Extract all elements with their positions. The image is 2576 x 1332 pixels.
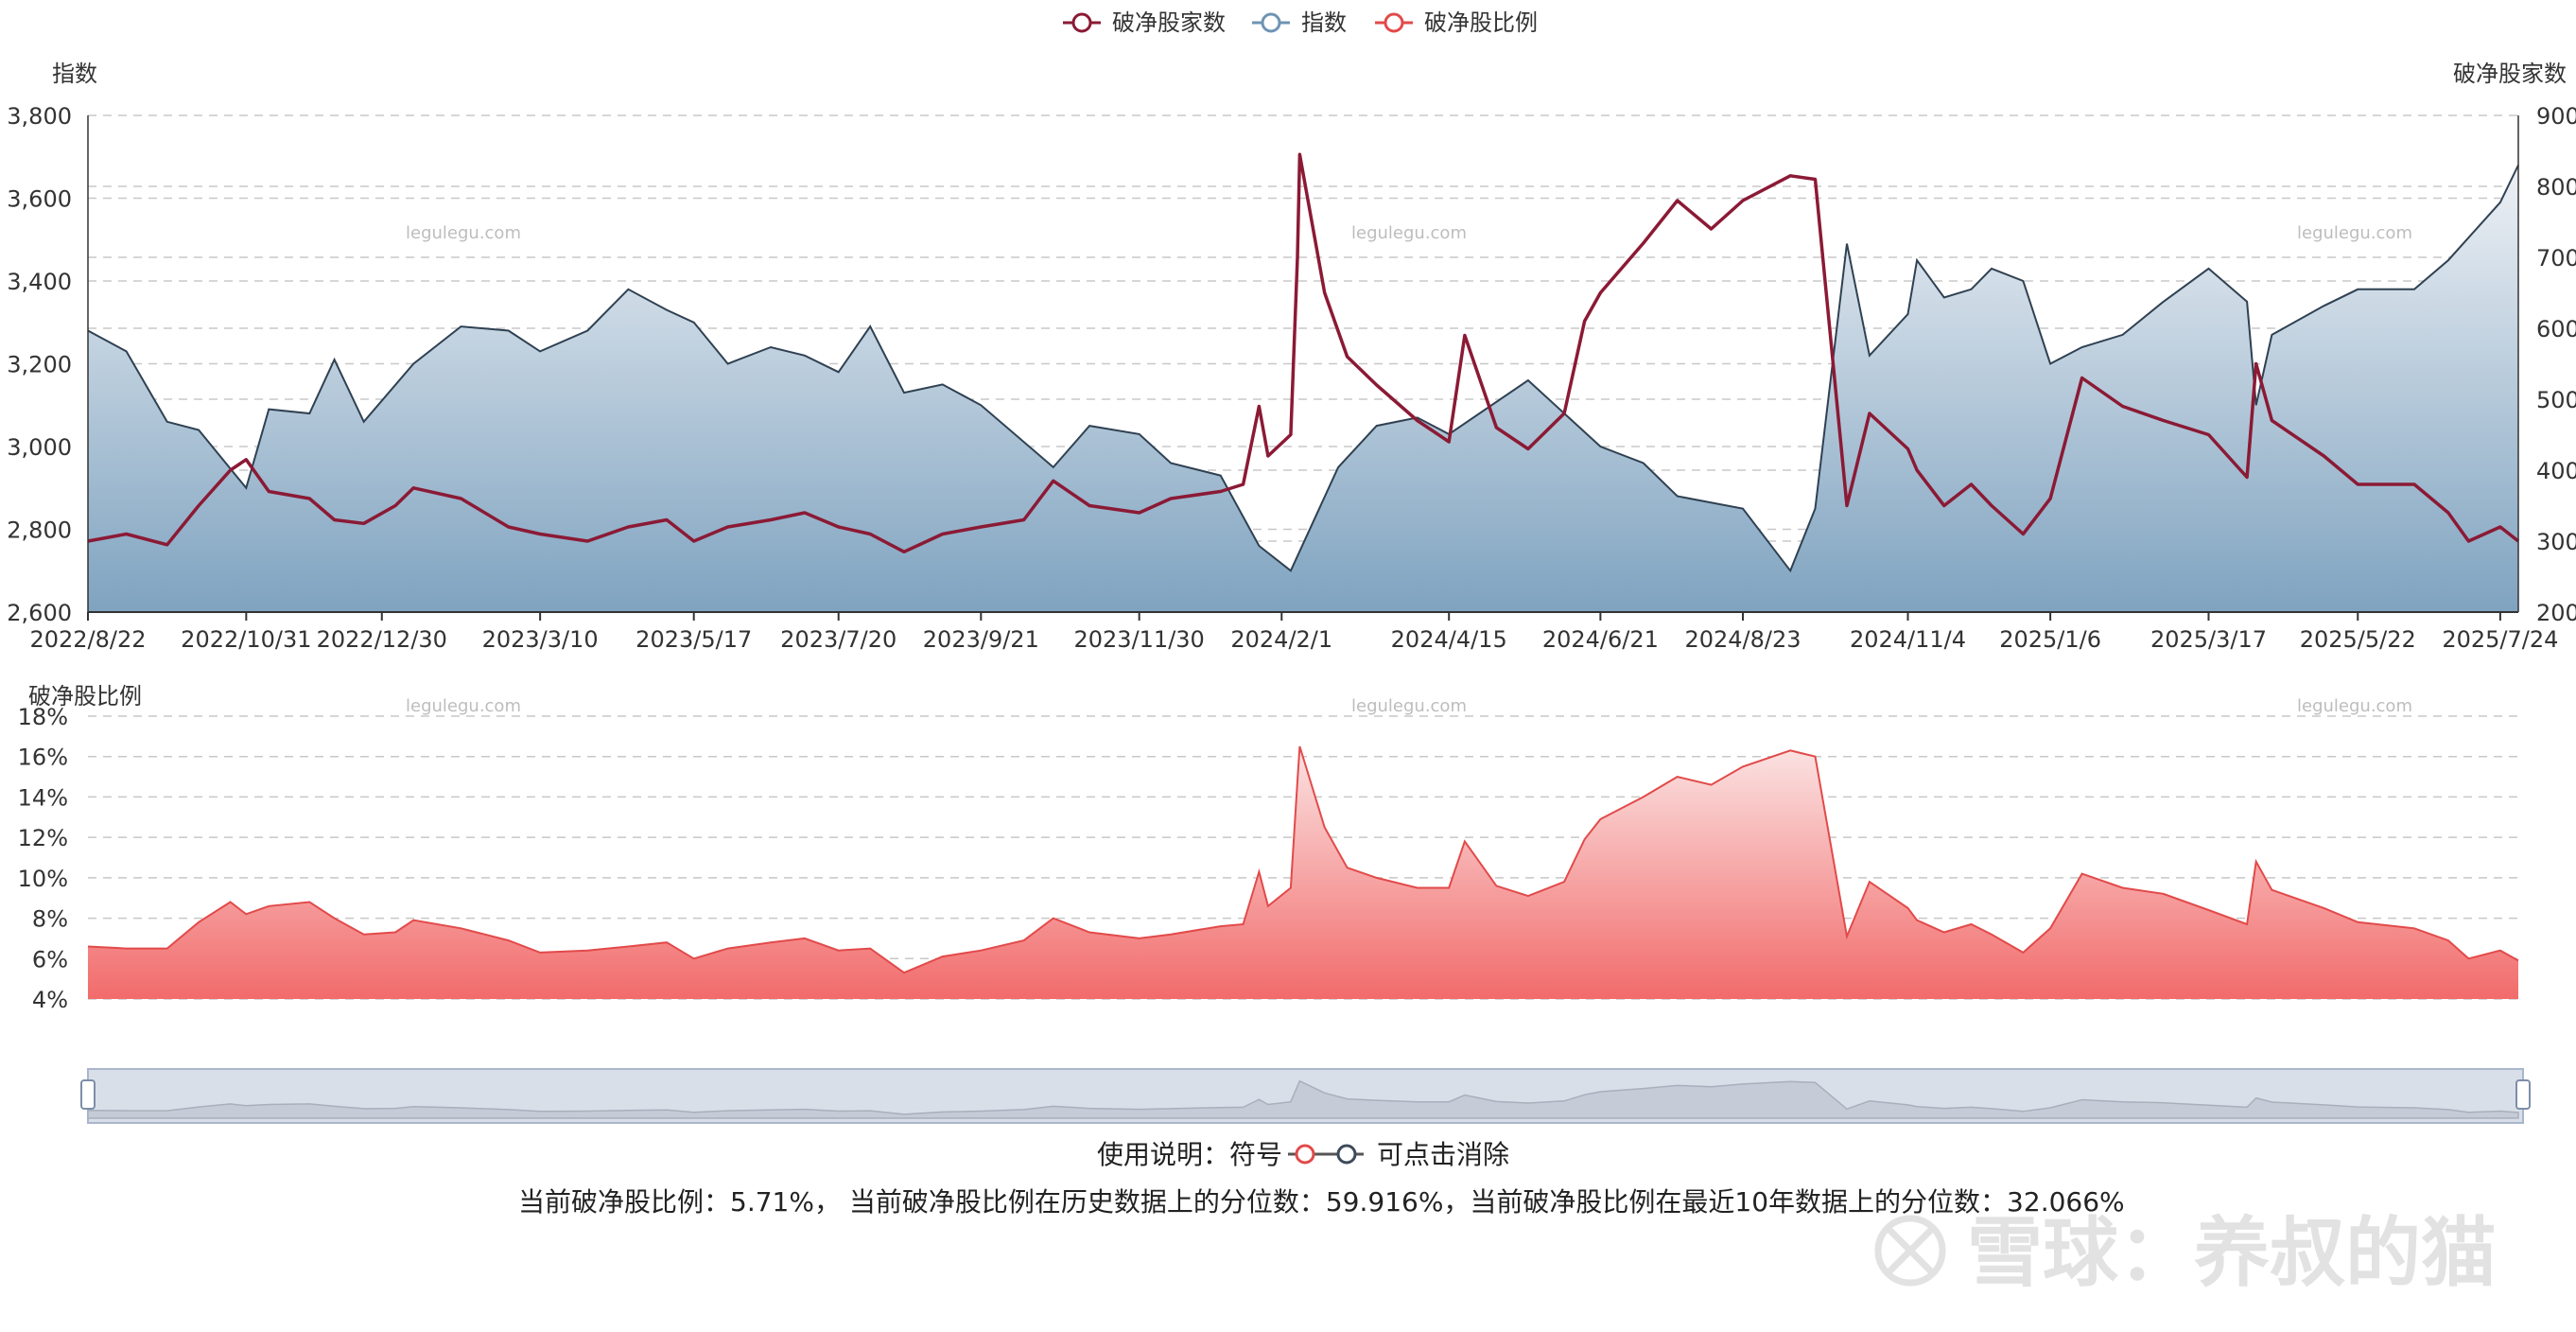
legend-label-count: 破净股家数 xyxy=(1112,9,1226,36)
x-tick-label: 2025/3/17 xyxy=(2150,626,2267,653)
x-tick-label: 2022/8/22 xyxy=(29,626,146,653)
top-chart: 指数 破净股家数 2,600 2,800 3,000 3,200 3,400 3,600 3… xyxy=(7,61,2576,653)
left-tick-label: 3,800 xyxy=(7,103,72,130)
x-tick-label: 2022/12/30 xyxy=(317,626,447,653)
top-axes: 2,600 2,800 3,000 3,200 3,400 3,600 3,800 200 30… xyxy=(7,103,2576,653)
watermark: legulegu.com xyxy=(1351,223,1467,243)
ratio-tick-label: 6% xyxy=(32,946,68,973)
right-tick-label: 600 xyxy=(2536,316,2576,342)
usage-note: 使用说明：符号 可点击消除 xyxy=(1097,1139,1509,1170)
snowball-logo-icon xyxy=(1874,1215,1946,1287)
x-tick-label: 2024/8/23 xyxy=(1684,626,1801,653)
data-zoom-slider[interactable] xyxy=(80,1068,2531,1124)
summary-text: 当前破净股比例：5.71%， 当前破净股比例在历史数据上的分位数：59.916%… xyxy=(518,1186,2125,1218)
count-line xyxy=(87,152,2520,554)
legend-label-ratio: 破净股比例 xyxy=(1424,9,1538,36)
ratio-tick-label: 8% xyxy=(32,906,68,933)
usage-suffix: 可点击消除 xyxy=(1377,1139,1509,1170)
watermark: legulegu.com xyxy=(406,223,521,243)
x-tick-label: 2023/5/17 xyxy=(635,626,752,653)
legend-item-ratio[interactable]: 破净股比例 xyxy=(1375,9,1538,36)
brand-text: 雪球：养叔的猫 xyxy=(1967,1209,2497,1297)
index-area xyxy=(88,165,2518,612)
right-tick-label: 500 xyxy=(2536,387,2576,413)
x-tick-label: 2025/1/6 xyxy=(1999,626,2101,653)
slider-preview xyxy=(87,1079,2519,1119)
right-tick-label: 200 xyxy=(2536,600,2576,626)
x-tick-label: 2023/11/30 xyxy=(1074,626,1205,653)
ratio-tick-label: 18% xyxy=(18,704,68,730)
right-tick-label: 800 xyxy=(2536,174,2576,201)
legend: 破净股家数 指数 破净股比例 xyxy=(1063,9,1538,36)
left-tick-label: 3,400 xyxy=(7,269,72,295)
top-grid xyxy=(88,114,2518,542)
left-tick-label: 3,000 xyxy=(7,434,72,461)
watermark: legulegu.com xyxy=(2297,223,2412,243)
right-tick-label: 300 xyxy=(2536,529,2576,555)
ratio-tick-label: 4% xyxy=(32,987,68,1013)
left-tick-label: 2,600 xyxy=(7,600,72,626)
ratio-tick-label: 14% xyxy=(18,784,68,811)
ratio-tick-label: 12% xyxy=(18,825,68,851)
x-tick-label: 2024/11/4 xyxy=(1850,626,1966,653)
legend-symbol-icon xyxy=(1288,1144,1364,1165)
watermark: legulegu.com xyxy=(2297,696,2412,716)
left-tick-label: 3,600 xyxy=(7,186,72,213)
x-tick-label: 2022/10/31 xyxy=(181,626,311,653)
ratio-line xyxy=(87,745,2519,974)
x-tick-label: 2025/5/22 xyxy=(2300,626,2416,653)
right-tick-label: 400 xyxy=(2536,458,2576,484)
ratio-tick-label: 16% xyxy=(18,745,68,771)
slider-handle-left[interactable] xyxy=(80,1079,96,1110)
brand-watermark: 雪球：养叔的猫 xyxy=(1874,1209,2497,1297)
watermark: legulegu.com xyxy=(1351,696,1467,716)
bottom-chart: 破净股比例 4% 6% 8% 10% 12% 14% 16% 18% legulegu.com… xyxy=(18,683,2519,1013)
x-tick-label: 2024/4/15 xyxy=(1391,626,1507,653)
x-tick-label: 2023/9/21 xyxy=(923,626,1039,653)
legend-item-index[interactable]: 指数 xyxy=(1252,9,1347,36)
ratio-tick-label: 10% xyxy=(18,866,68,892)
index-line xyxy=(87,165,2519,573)
x-tick-label: 2025/7/24 xyxy=(2442,626,2558,653)
ratio-axis-title: 破净股比例 xyxy=(28,683,142,710)
right-axis-title: 破净股家数 xyxy=(2453,61,2567,87)
x-tick-label: 2023/7/20 xyxy=(780,626,896,653)
left-tick-label: 3,200 xyxy=(7,352,72,378)
slider-handle-right[interactable] xyxy=(2515,1079,2531,1110)
left-axis-title: 指数 xyxy=(52,61,97,87)
legend-label-index: 指数 xyxy=(1301,9,1347,36)
legend-item-count[interactable]: 破净股家数 xyxy=(1063,9,1226,36)
left-tick-label: 2,800 xyxy=(7,517,72,544)
ratio-area xyxy=(88,746,2518,999)
x-tick-label: 2023/3/10 xyxy=(482,626,599,653)
x-tick-label: 2024/2/1 xyxy=(1230,626,1332,653)
right-tick-label: 700 xyxy=(2536,245,2576,272)
watermark: legulegu.com xyxy=(406,696,521,716)
x-tick-label: 2024/6/21 xyxy=(1542,626,1659,653)
usage-prefix: 使用说明：符号 xyxy=(1097,1139,1282,1170)
right-tick-label: 900 xyxy=(2536,103,2576,130)
